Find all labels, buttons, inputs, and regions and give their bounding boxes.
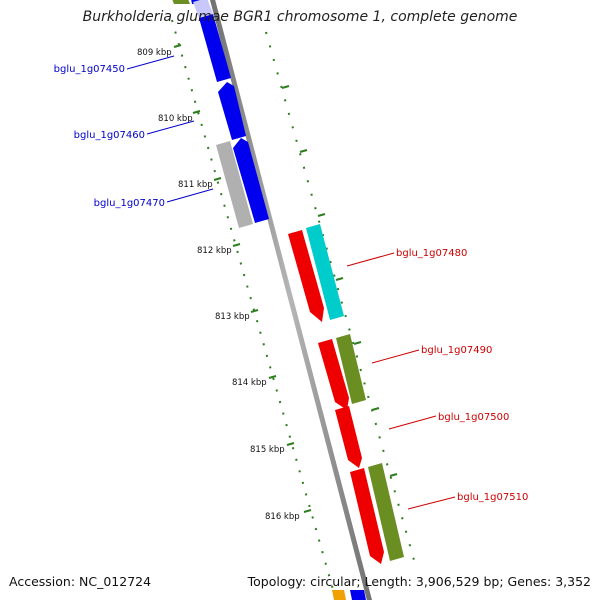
scale-label-816: 816 kbp <box>265 512 300 522</box>
outer-major-tick <box>353 341 362 345</box>
feature-bglu-1g07450 <box>199 14 231 82</box>
gene-label-bglu-1g07480[interactable]: bglu_1g07480 <box>396 248 467 259</box>
gene-label-bglu-1g07500[interactable]: bglu_1g07500 <box>438 412 509 423</box>
leader-bglu-1g07500 <box>388 415 437 430</box>
major-tick <box>173 44 182 48</box>
outer-major-tick <box>281 85 290 89</box>
map-title: Burkholderia glumae BGR1 chromosome 1, c… <box>82 9 518 25</box>
feature-bglu-1g07450-highlight <box>193 0 213 18</box>
feature-bglu-1g07460 <box>218 82 246 140</box>
scale-label-814: 814 kbp <box>232 378 267 388</box>
outer-major-tick <box>299 149 308 153</box>
gene-label-bglu-1g07510[interactable]: bglu_1g07510 <box>457 492 528 503</box>
gene-label-bglu-1g07490[interactable]: bglu_1g07490 <box>421 345 492 356</box>
genome-summary-text: Topology: circular; Length: 3,906,529 bp… <box>247 574 591 589</box>
major-tick <box>303 509 312 513</box>
feature-bglu-1g07480 <box>288 230 324 322</box>
major-ticks <box>173 44 312 513</box>
feature-forward-bottom <box>350 590 366 600</box>
leader-bglu-1g07460 <box>146 120 195 135</box>
outer-major-tick <box>389 473 398 477</box>
major-tick <box>232 243 241 247</box>
major-tick <box>192 110 201 114</box>
scale-label-811: 811 kbp <box>178 180 213 190</box>
feature-cyan-1g07480 <box>306 224 344 320</box>
outer-major-tick <box>335 277 344 281</box>
accession-text: Accession: NC_012724 <box>9 574 152 589</box>
outer-major-tick <box>371 407 380 411</box>
feature-olive-1g07510 <box>368 463 404 561</box>
chromosome-backbone <box>210 0 372 600</box>
feature-bglu-1g07500 <box>335 406 362 468</box>
feature-gray-1g07470 <box>216 141 253 228</box>
scale-label-813: 813 kbp <box>215 312 250 322</box>
scale-label-809: 809 kbp <box>137 48 172 58</box>
feature-bglu-1g07470 <box>233 138 269 223</box>
leader-bglu-1g07480 <box>346 252 395 267</box>
scale-label-812: 812 kbp <box>197 246 232 256</box>
feature-olive-top <box>172 0 190 4</box>
leader-bglu-1g07470 <box>166 188 214 203</box>
feature-orange-bottom <box>332 590 346 600</box>
outer-major-ticks <box>281 85 398 477</box>
major-tick <box>213 177 222 181</box>
scale-label-815: 815 kbp <box>250 445 285 455</box>
major-tick <box>250 309 259 313</box>
feature-olive-1g07490 <box>336 334 366 404</box>
leader-bglu-1g07450 <box>126 55 175 70</box>
leader-bglu-1g07510 <box>407 496 456 510</box>
gene-label-bglu-1g07460[interactable]: bglu_1g07460 <box>74 130 145 141</box>
feature-bglu-1g07510 <box>350 468 384 564</box>
gene-label-bglu-1g07470[interactable]: bglu_1g07470 <box>94 198 165 209</box>
inner-tick-ring <box>171 19 337 600</box>
gene-label-bglu-1g07450[interactable]: bglu_1g07450 <box>54 64 125 75</box>
feature-bglu-1g07490 <box>318 339 349 410</box>
scale-label-810: 810 kbp <box>158 114 193 124</box>
outer-major-tick <box>317 213 326 217</box>
major-tick <box>286 442 295 446</box>
leader-bglu-1g07490 <box>371 349 420 364</box>
major-tick <box>268 375 277 379</box>
